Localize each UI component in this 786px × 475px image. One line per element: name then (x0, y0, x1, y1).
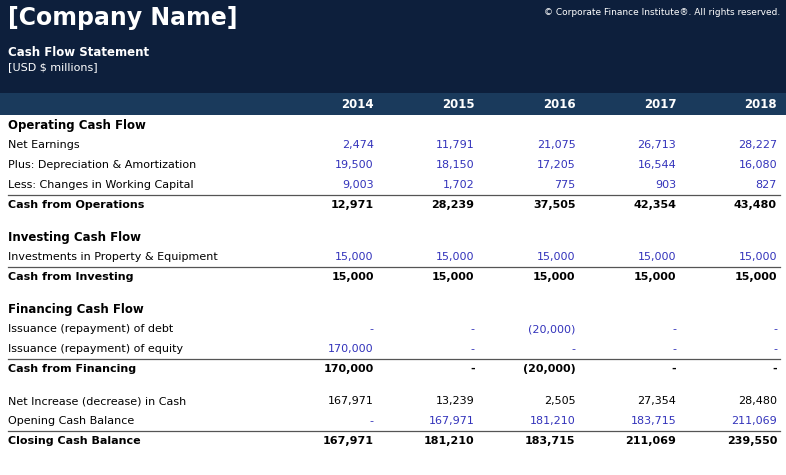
Text: Cash from Investing: Cash from Investing (8, 272, 134, 282)
Bar (0, 0, 786, 93)
Text: 167,971: 167,971 (328, 396, 374, 406)
Text: 42,354: 42,354 (634, 200, 676, 210)
Text: Less: Changes in Working Capital: Less: Changes in Working Capital (8, 180, 193, 190)
Text: 15,000: 15,000 (634, 272, 676, 282)
Text: 12,971: 12,971 (331, 200, 374, 210)
Text: 43,480: 43,480 (734, 200, 777, 210)
Text: (20,000): (20,000) (528, 324, 575, 334)
Text: 1,702: 1,702 (443, 180, 475, 190)
Text: -: - (773, 324, 777, 334)
Text: 17,205: 17,205 (537, 160, 575, 170)
Text: Cash from Financing: Cash from Financing (8, 364, 136, 374)
Text: 15,000: 15,000 (533, 272, 575, 282)
Text: Investing Cash Flow: Investing Cash Flow (8, 230, 141, 244)
Text: Plus: Depreciation & Amortization: Plus: Depreciation & Amortization (8, 160, 196, 170)
Text: 167,971: 167,971 (428, 416, 475, 426)
Text: -: - (571, 344, 575, 354)
Text: 2,474: 2,474 (342, 140, 374, 150)
Text: Cash from Operations: Cash from Operations (8, 200, 145, 210)
Text: 37,505: 37,505 (533, 200, 575, 210)
Text: Closing Cash Balance: Closing Cash Balance (8, 436, 141, 446)
Text: Issuance (repayment) of equity: Issuance (repayment) of equity (8, 344, 183, 354)
Text: 15,000: 15,000 (739, 252, 777, 262)
Text: © Corporate Finance Institute®. All rights reserved.: © Corporate Finance Institute®. All righ… (544, 8, 780, 17)
Text: (20,000): (20,000) (523, 364, 575, 374)
Text: Net Earnings: Net Earnings (8, 140, 79, 150)
Text: 15,000: 15,000 (734, 272, 777, 282)
Text: 9,003: 9,003 (342, 180, 374, 190)
Text: [USD $ millions]: [USD $ millions] (8, 62, 97, 72)
Text: 211,069: 211,069 (731, 416, 777, 426)
Text: Net Increase (decrease) in Cash: Net Increase (decrease) in Cash (8, 396, 186, 406)
Text: Opening Cash Balance: Opening Cash Balance (8, 416, 134, 426)
Text: -: - (369, 416, 374, 426)
Text: 21,075: 21,075 (537, 140, 575, 150)
Text: 15,000: 15,000 (436, 252, 475, 262)
Text: 2017: 2017 (644, 97, 676, 111)
Bar (0, 93, 786, 115)
Text: Investments in Property & Equipment: Investments in Property & Equipment (8, 252, 218, 262)
Text: 2018: 2018 (744, 97, 777, 111)
Text: -: - (369, 324, 374, 334)
Text: 16,080: 16,080 (738, 160, 777, 170)
Text: -: - (471, 324, 475, 334)
Text: -: - (672, 324, 676, 334)
Text: 27,354: 27,354 (637, 396, 676, 406)
Text: 2,505: 2,505 (544, 396, 575, 406)
Text: 170,000: 170,000 (324, 364, 374, 374)
Text: 13,239: 13,239 (436, 396, 475, 406)
Text: -: - (672, 344, 676, 354)
Text: Operating Cash Flow: Operating Cash Flow (8, 118, 146, 132)
Text: 2016: 2016 (543, 97, 575, 111)
Text: -: - (471, 344, 475, 354)
Text: 19,500: 19,500 (335, 160, 374, 170)
Text: -: - (773, 344, 777, 354)
Text: 239,550: 239,550 (726, 436, 777, 446)
Text: 15,000: 15,000 (637, 252, 676, 262)
Text: 181,210: 181,210 (530, 416, 575, 426)
Text: 16,544: 16,544 (637, 160, 676, 170)
Text: 11,791: 11,791 (436, 140, 475, 150)
Text: 18,150: 18,150 (436, 160, 475, 170)
Text: -: - (671, 364, 676, 374)
Text: Financing Cash Flow: Financing Cash Flow (8, 303, 144, 315)
Text: 170,000: 170,000 (329, 344, 374, 354)
Text: 28,227: 28,227 (738, 140, 777, 150)
Text: 211,069: 211,069 (626, 436, 676, 446)
Text: 15,000: 15,000 (432, 272, 475, 282)
Text: 15,000: 15,000 (537, 252, 575, 262)
Text: 903: 903 (655, 180, 676, 190)
Text: -: - (470, 364, 475, 374)
Text: 827: 827 (755, 180, 777, 190)
Text: 167,971: 167,971 (323, 436, 374, 446)
Text: 2015: 2015 (442, 97, 475, 111)
Text: 183,715: 183,715 (630, 416, 676, 426)
Text: 183,715: 183,715 (525, 436, 575, 446)
Text: 26,713: 26,713 (637, 140, 676, 150)
Text: 15,000: 15,000 (332, 272, 374, 282)
Text: 181,210: 181,210 (424, 436, 475, 446)
Text: 775: 775 (554, 180, 575, 190)
Text: 15,000: 15,000 (336, 252, 374, 262)
Text: 28,239: 28,239 (432, 200, 475, 210)
Text: -: - (773, 364, 777, 374)
Text: [Company Name]: [Company Name] (8, 6, 237, 30)
Text: Cash Flow Statement: Cash Flow Statement (8, 46, 149, 59)
Text: Issuance (repayment) of debt: Issuance (repayment) of debt (8, 324, 173, 334)
Text: 2014: 2014 (341, 97, 374, 111)
Text: 28,480: 28,480 (738, 396, 777, 406)
